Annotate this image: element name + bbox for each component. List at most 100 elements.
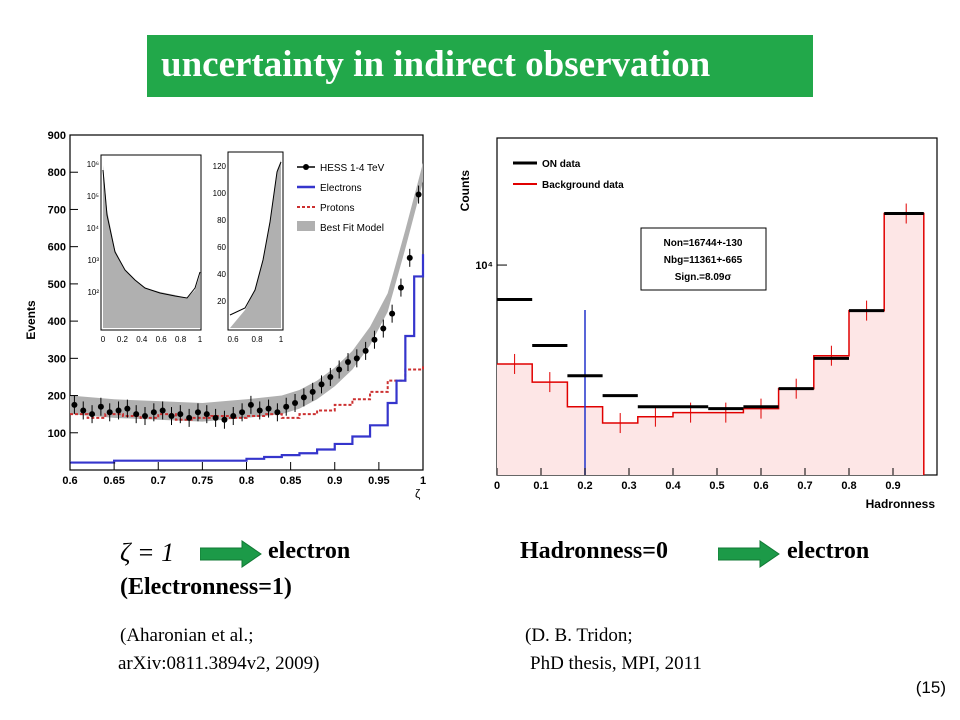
inset1-x-tick-label: 1 <box>198 335 203 344</box>
left-data-point <box>133 411 140 418</box>
right-legend-box <box>503 150 653 195</box>
right-legend-on: ON data <box>542 159 581 170</box>
left-y-tick-label: 900 <box>48 130 66 142</box>
inset1-y-tick-label: 10² <box>87 288 99 297</box>
left-data-point <box>389 310 396 317</box>
left-legend-protons: Protons <box>320 203 354 214</box>
annotation-sign: Sign.=8.09σ <box>675 272 732 283</box>
left-data-point <box>300 394 307 401</box>
left-data-point <box>230 413 237 420</box>
left-data-point <box>318 381 325 388</box>
left-data-point <box>142 413 149 420</box>
right-x-tick-label: 0.9 <box>885 480 900 492</box>
inset2-y-tick-label: 40 <box>217 270 226 279</box>
right-citation-2: PhD thesis, MPI, 2011 <box>530 653 702 674</box>
right-x-tick-label: 0.1 <box>533 480 548 492</box>
left-data-point <box>89 411 96 418</box>
left-data-point <box>159 407 166 414</box>
hadronness-label: Hadronness=0 <box>520 538 668 564</box>
left-inset-1-fill <box>103 165 200 328</box>
left-data-point <box>177 411 184 418</box>
left-citation-1: (Aharonian et al.; <box>120 625 254 646</box>
inset2-x-tick-label: 0.6 <box>227 335 239 344</box>
left-data-point <box>247 401 254 408</box>
left-data-point <box>265 405 272 412</box>
left-data-point <box>397 284 404 291</box>
left-y-tick-label: 600 <box>48 242 66 254</box>
right-x-tick-label: 0.7 <box>797 480 812 492</box>
left-inset-2-fill <box>230 160 281 328</box>
left-y-tick-label: 300 <box>48 353 66 365</box>
inset1-y-tick-label: 10³ <box>87 256 99 265</box>
slide-title: uncertainty in indirect observation <box>161 44 711 85</box>
right-y-tick-label: 10⁴ <box>475 260 493 272</box>
left-data-point <box>168 413 175 420</box>
left-x-tick-label: 0.7 <box>151 475 166 487</box>
zeta-equation: ζ = 1 <box>120 538 175 567</box>
right-y-axis-label: Counts <box>458 170 472 212</box>
left-x-tick-label: 0.75 <box>192 475 213 487</box>
left-x-axis-label: ζ <box>415 487 421 501</box>
left-data-point <box>380 325 387 332</box>
left-data-point <box>344 359 351 366</box>
left-data-point <box>221 416 228 423</box>
right-electron-label: electron <box>787 538 870 564</box>
left-y-tick-label: 200 <box>48 391 66 403</box>
left-y-tick-label: 400 <box>48 316 66 328</box>
inset1-y-tick-label: 10⁴ <box>87 224 100 233</box>
left-y-tick-label: 100 <box>48 428 66 440</box>
right-x-tick-label: 0.3 <box>621 480 636 492</box>
left-data-point <box>274 409 281 416</box>
left-inset-1-curve <box>102 169 201 299</box>
right-x-tick-label: 0.4 <box>665 480 681 492</box>
inset1-x-tick-label: 0.8 <box>175 335 187 344</box>
left-data-point <box>97 403 104 410</box>
left-data-point <box>124 405 131 412</box>
right-x-tick-label: 0.6 <box>753 480 768 492</box>
inset2-x-tick-label: 0.8 <box>251 335 263 344</box>
left-legend-bestfit: Best Fit Model <box>320 223 384 234</box>
left-data-point <box>80 407 87 414</box>
inset2-x-tick-label: 1 <box>279 335 284 344</box>
inset2-y-tick-label: 120 <box>213 162 227 171</box>
right-chart: 0 0.1 0.2 0.3 0.4 0.5 0.6 0.7 0.8 0.9 10⁴ Counts H… <box>458 137 938 511</box>
left-data-point <box>115 407 122 414</box>
electronness-note: (Electronness=1) <box>120 574 292 600</box>
left-data-point <box>194 409 201 416</box>
left-electrons-line <box>70 254 425 464</box>
inset2-y-tick-label: 100 <box>213 189 227 198</box>
left-y-tick-label: 800 <box>48 167 66 179</box>
inset2-y-tick-label: 20 <box>217 297 226 306</box>
left-x-tick-label: 0.85 <box>280 475 301 487</box>
left-data-point <box>239 409 246 416</box>
inset2-y-tick-label: 60 <box>217 243 226 252</box>
left-data-point <box>203 411 210 418</box>
right-x-tick-label: 0.2 <box>577 480 592 492</box>
right-annotation-box <box>640 227 767 291</box>
left-x-tick-label: 0.95 <box>368 475 389 487</box>
left-data-point <box>283 403 290 410</box>
left-data-point <box>71 401 78 408</box>
left-data-point <box>309 388 316 395</box>
right-citation-1: (D. B. Tridon; <box>525 625 633 646</box>
left-arrow-icon <box>200 540 262 568</box>
inset1-x-tick-label: 0.4 <box>136 335 148 344</box>
left-data-point <box>256 407 263 414</box>
left-inset-2-curve <box>229 161 282 316</box>
left-data-point <box>212 414 219 421</box>
right-x-tick-label: 0.5 <box>709 480 724 492</box>
page-number: (15) <box>915 678 946 697</box>
left-x-tick-label: 0.6 <box>62 475 77 487</box>
left-y-tick-label: 500 <box>48 279 66 291</box>
left-data-point <box>106 409 113 416</box>
left-data-point <box>362 347 369 354</box>
left-data-point <box>415 191 422 198</box>
left-data-point <box>327 373 334 380</box>
right-arrow-icon <box>718 540 780 568</box>
left-data-point <box>406 254 413 261</box>
right-x-tick-label: 0 <box>494 480 500 492</box>
inset1-x-tick-label: 0.6 <box>156 335 168 344</box>
left-data-point <box>353 355 360 362</box>
right-x-axis-label: Hadronness <box>866 497 936 511</box>
